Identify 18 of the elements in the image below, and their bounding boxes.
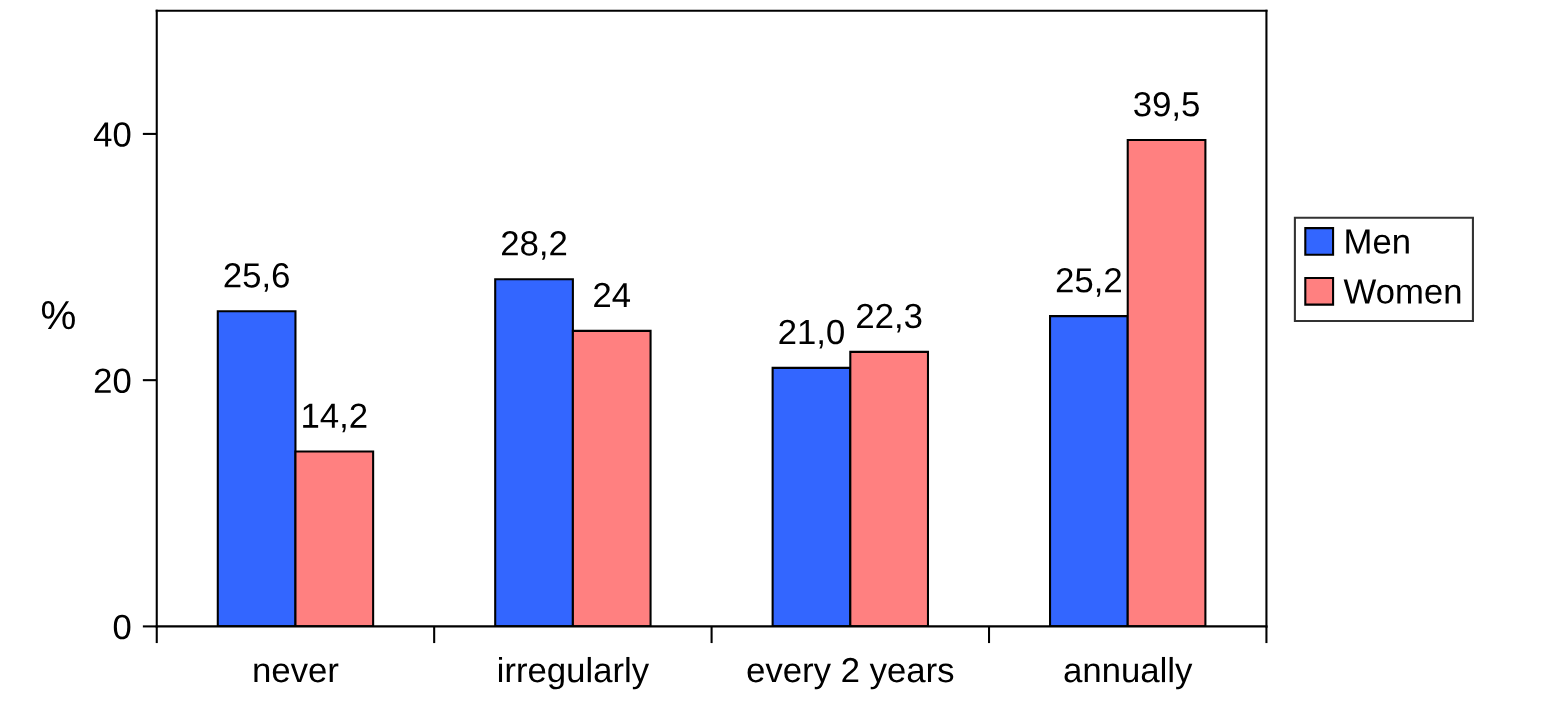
y-tick-label: 20 — [94, 368, 131, 394]
data-label: 39,5 — [1134, 91, 1199, 121]
data-label: 21,0 — [779, 319, 844, 349]
data-label: 25,6 — [224, 263, 289, 292]
legend-label: Men — [1346, 229, 1409, 254]
legend-label: Women — [1343, 279, 1461, 304]
y-tick-label: 0 — [113, 614, 131, 640]
x-tick-label: every 2 years — [747, 657, 954, 690]
data-label: 25,2 — [1056, 268, 1121, 297]
data-label: 14,2 — [303, 403, 367, 433]
data-label: 22,3 — [857, 303, 922, 333]
x-tick-label: never — [254, 663, 339, 683]
y-axis-title: % — [41, 301, 75, 330]
y-tick-label: 40 — [93, 122, 131, 147]
x-tick-label: irregularly — [498, 656, 650, 690]
x-tick-label: annually — [1064, 656, 1193, 690]
data-label: 24 — [594, 282, 631, 308]
data-label: 28,2 — [502, 231, 567, 260]
